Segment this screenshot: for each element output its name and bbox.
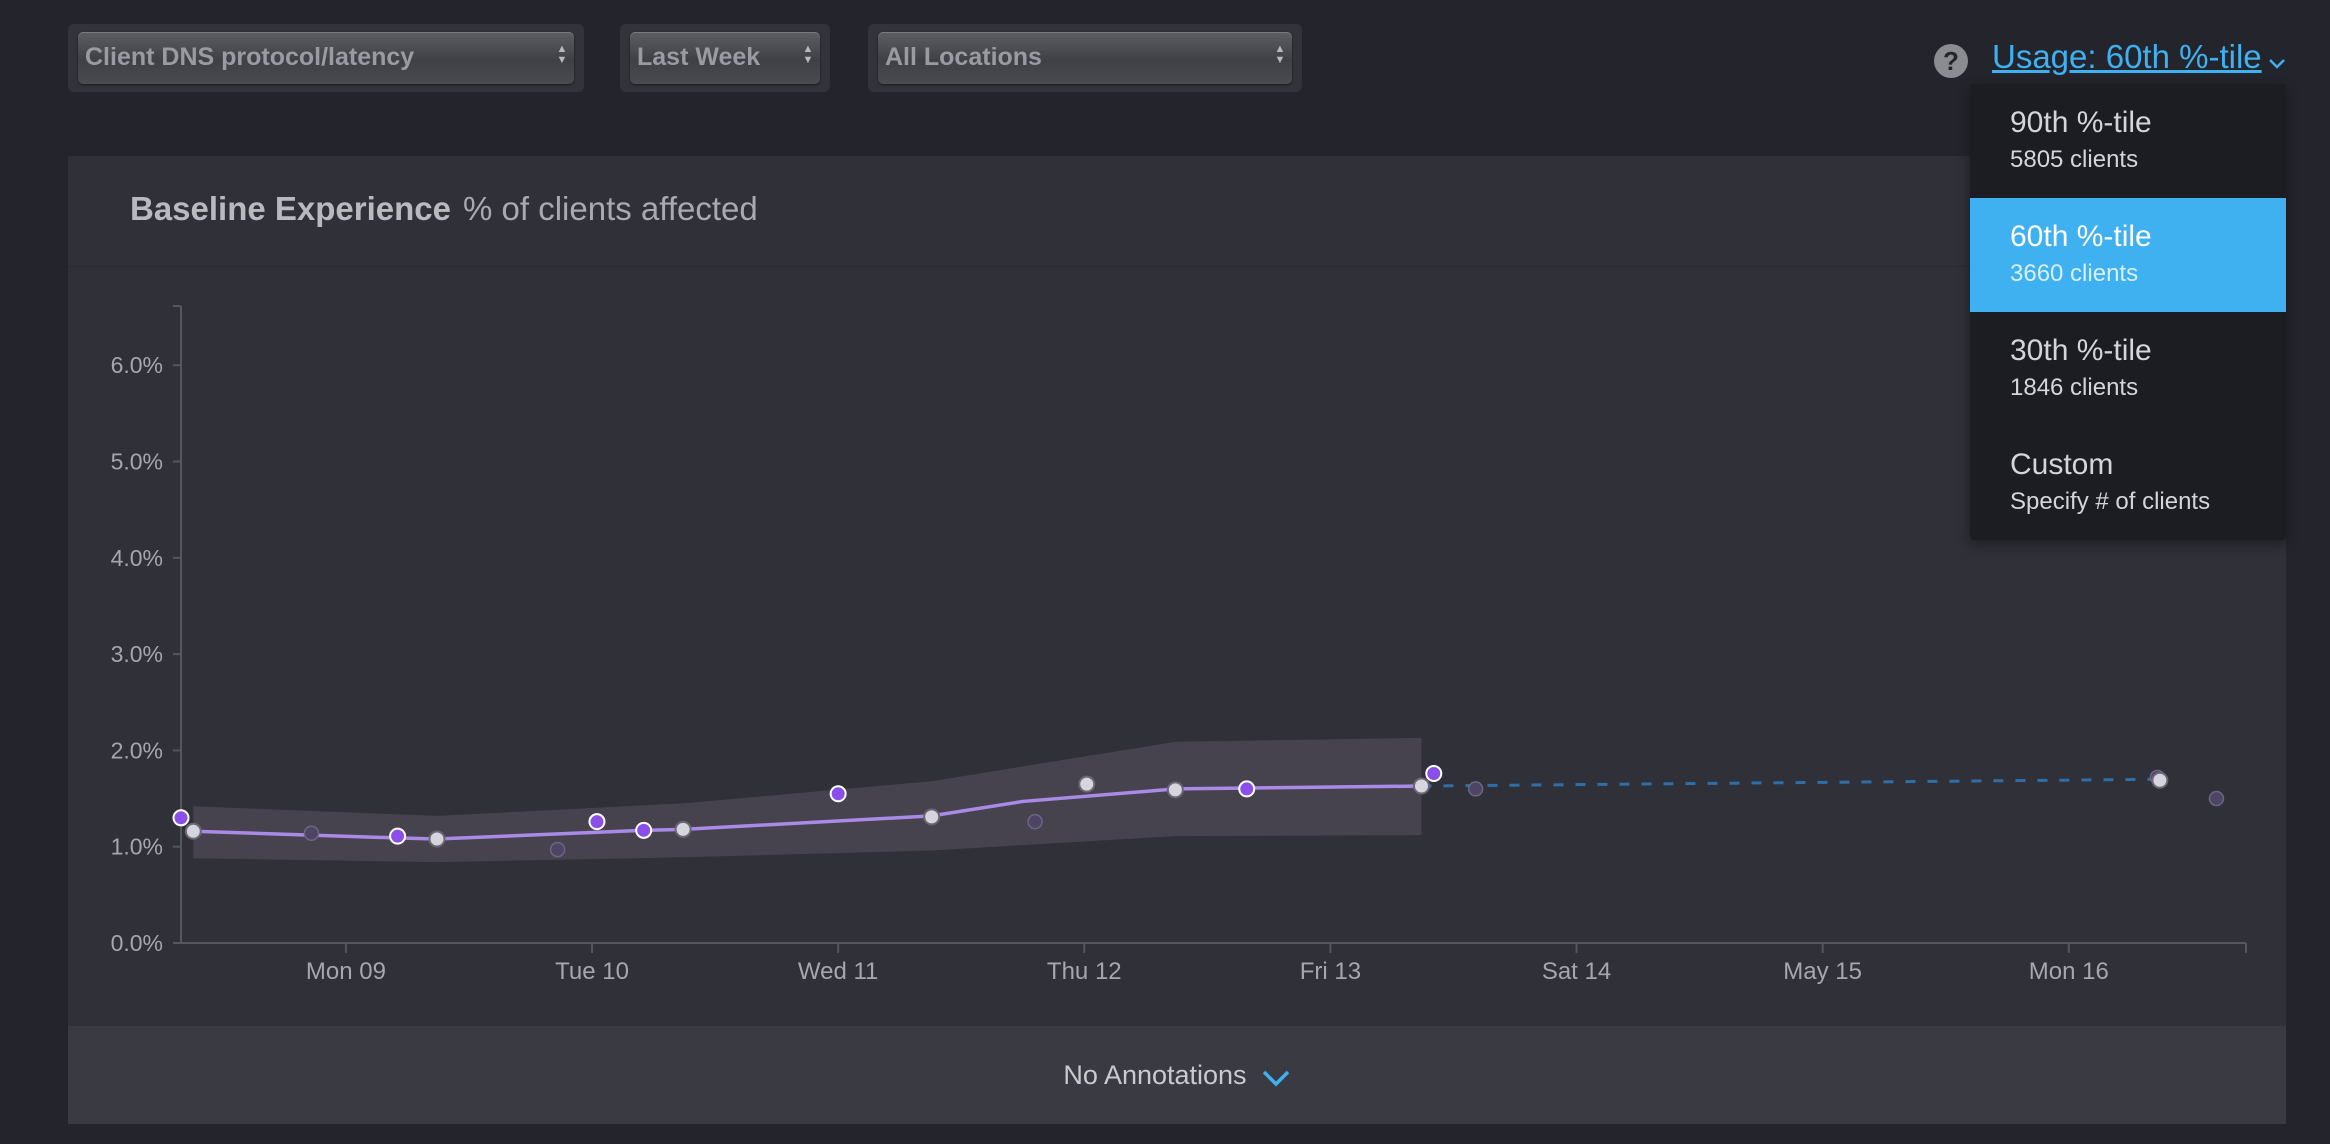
x-tick-label: Mon 09 — [306, 958, 386, 985]
range-select-wrap: Last Week ▲ ▼ — [620, 24, 830, 92]
range-select[interactable]: Last Week ▲ ▼ — [630, 32, 820, 84]
option-subtitle: 3660 clients — [2010, 260, 2139, 287]
data-point-light — [1166, 781, 1184, 799]
metric-select[interactable]: Client DNS protocol/latency ▲ ▼ — [78, 32, 574, 84]
y-tick-label: 0.0% — [111, 930, 163, 956]
data-point — [635, 821, 653, 839]
location-select-wrap: All Locations ▲ ▼ — [868, 24, 1302, 92]
chevron-down-icon — [2268, 40, 2286, 78]
location-select-value: All Locations — [885, 43, 1042, 71]
option-subtitle: 5805 clients — [2010, 146, 2139, 173]
baseline-panel: Baseline Experience % of clients affecte… — [68, 156, 2286, 1124]
data-point-light — [1078, 775, 1096, 793]
data-point-light — [1412, 777, 1430, 795]
data-point — [588, 813, 606, 831]
option-subtitle: Specify # of clients — [2010, 488, 2211, 515]
option-title: Custom — [2010, 448, 2114, 481]
y-tick-label: 6.0% — [111, 352, 163, 378]
data-point-light — [428, 830, 446, 848]
panel-title: Baseline Experience — [130, 190, 452, 227]
metric-select-wrap: Client DNS protocol/latency ▲ ▼ — [68, 24, 584, 92]
x-tick-label: May 15 — [1783, 958, 1862, 985]
x-tick-label: Mon 16 — [2029, 958, 2109, 985]
x-tick-label: Fri 13 — [1300, 958, 1361, 985]
data-point — [389, 827, 407, 845]
panel-header: Baseline Experience % of clients affecte… — [68, 156, 2286, 267]
data-point-light — [923, 808, 941, 826]
forecast-line — [1421, 777, 2160, 788]
option-subtitle: 1846 clients — [2010, 374, 2139, 401]
x-tick-label: Sat 14 — [1542, 958, 1611, 985]
data-point-faded — [1027, 813, 1043, 830]
range-select-value: Last Week — [637, 43, 761, 71]
y-tick-label: 3.0% — [111, 641, 163, 667]
data-point — [829, 785, 847, 803]
data-point — [1238, 780, 1256, 798]
data-point-faded — [303, 825, 320, 841]
usage-option-custom[interactable]: Custom Specify # of clients — [1970, 426, 2286, 540]
x-tick-label: Wed 11 — [798, 958, 879, 985]
usage-option-60th[interactable]: 60th %-tile 3660 clients — [1970, 198, 2286, 312]
chevron-down-icon[interactable] — [1261, 1068, 1291, 1093]
data-point-light — [184, 822, 202, 840]
select-arrows-icon: ▲ ▼ — [556, 43, 568, 66]
confidence-band — [193, 737, 1422, 863]
usage-menu: 90th %-tile 5805 clients 60th %-tile 366… — [1970, 84, 2286, 540]
y-tick-label: 1.0% — [111, 834, 163, 860]
usage-option-30th[interactable]: 30th %-tile 1846 clients — [1970, 312, 2286, 426]
usage-dropdown-toggle[interactable]: Usage: 60th %-tile — [1992, 38, 2286, 78]
usage-label: Usage: 60th %-tile — [1992, 38, 2262, 75]
select-arrows-icon: ▲ ▼ — [1274, 43, 1286, 66]
x-tick-label: Tue 10 — [555, 958, 629, 985]
data-point — [172, 809, 190, 827]
data-point — [1425, 765, 1443, 783]
option-title: 90th %-tile — [2010, 106, 2152, 139]
usage-option-90th[interactable]: 90th %-tile 5805 clients — [1970, 84, 2286, 198]
data-point-light — [674, 820, 692, 838]
y-tick-label: 2.0% — [111, 737, 163, 763]
help-icon[interactable]: ? — [1934, 44, 1968, 78]
x-tick-label: Thu 12 — [1047, 958, 1122, 985]
data-point-faded — [549, 841, 566, 858]
panel-subtitle: % of clients affected — [463, 190, 758, 227]
option-title: 60th %-tile — [2010, 220, 2152, 253]
y-tick-label: 4.0% — [111, 545, 163, 571]
metric-select-value: Client DNS protocol/latency — [85, 43, 415, 71]
data-point-light — [2151, 771, 2169, 789]
location-select[interactable]: All Locations ▲ ▼ — [878, 32, 1292, 84]
annotations-label: No Annotations — [1063, 1060, 1247, 1090]
select-arrows-icon: ▲ ▼ — [802, 43, 814, 66]
data-point-faded — [1467, 781, 1484, 797]
option-title: 30th %-tile — [2010, 334, 2152, 367]
annotations-bar[interactable]: No Annotations — [68, 1026, 2286, 1124]
baseline-chart: 0.0% 1.0% 2.0% 3.0% 4.0% 5.0% 6.0% Mon 09 Tue 10… — [111, 305, 2247, 985]
y-tick-label: 5.0% — [111, 449, 163, 475]
data-point-faded — [2208, 790, 2225, 807]
